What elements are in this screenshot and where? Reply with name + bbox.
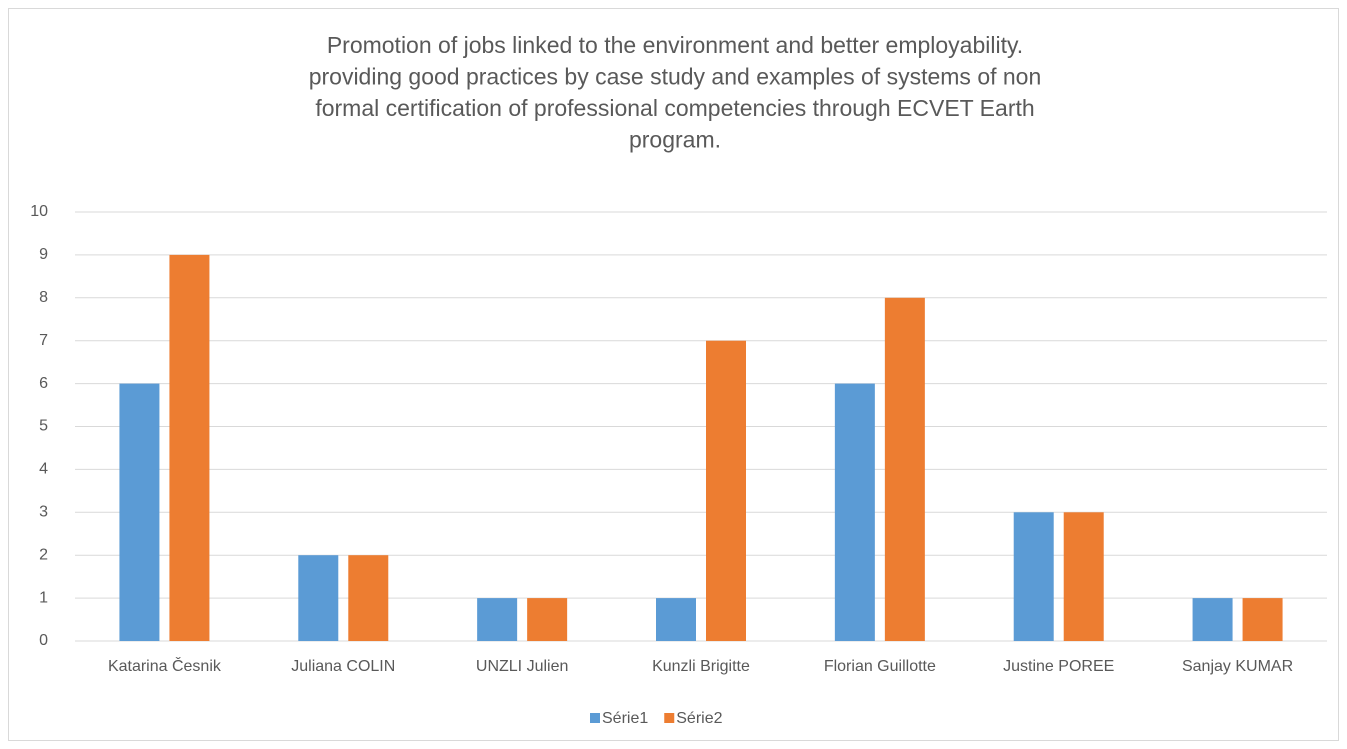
bar bbox=[348, 555, 389, 641]
y-tick-label: 4 bbox=[39, 461, 48, 478]
y-tick-label: 8 bbox=[39, 289, 48, 306]
bar bbox=[477, 598, 518, 641]
y-tick-label: 7 bbox=[39, 332, 48, 349]
bar bbox=[298, 555, 339, 641]
legend-label: Série1 bbox=[602, 710, 648, 727]
bar bbox=[119, 383, 160, 641]
y-tick-label: 9 bbox=[39, 246, 48, 263]
bar bbox=[1013, 512, 1054, 641]
y-tick-label: 2 bbox=[39, 546, 48, 563]
x-tick-label: Florian Guillotte bbox=[824, 658, 936, 675]
x-tick-label: Juliana COLIN bbox=[291, 658, 395, 675]
y-tick-label: 10 bbox=[30, 203, 48, 220]
y-tick-label: 3 bbox=[39, 504, 48, 521]
bar bbox=[1192, 598, 1233, 641]
bar bbox=[527, 598, 568, 641]
chart-title: Promotion of jobs linked to the environm… bbox=[327, 32, 1023, 58]
y-tick-label: 1 bbox=[39, 589, 48, 606]
y-tick-label: 6 bbox=[39, 375, 48, 392]
chart-title: formal certification of professional com… bbox=[315, 95, 1034, 121]
bar bbox=[1063, 512, 1104, 641]
bar bbox=[884, 297, 925, 641]
x-tick-label: Justine POREE bbox=[1003, 658, 1114, 675]
bar bbox=[169, 254, 210, 641]
x-tick-label: Sanjay KUMAR bbox=[1182, 658, 1293, 675]
legend-swatch bbox=[590, 713, 600, 723]
y-tick-label: 0 bbox=[39, 632, 48, 649]
x-tick-label: Kunzli Brigitte bbox=[652, 658, 750, 675]
bar bbox=[706, 340, 746, 641]
chart-title: program. bbox=[629, 127, 721, 153]
legend-label: Série2 bbox=[676, 710, 722, 727]
bar bbox=[834, 383, 875, 641]
bar bbox=[656, 598, 696, 641]
x-tick-label: UNZLI Julien bbox=[476, 658, 568, 675]
y-tick-label: 5 bbox=[39, 418, 48, 435]
bar bbox=[1242, 598, 1283, 641]
chart-title: providing good practices by case study a… bbox=[309, 64, 1042, 90]
legend-swatch bbox=[664, 713, 675, 723]
x-tick-label: Katarina Česnik bbox=[108, 656, 222, 675]
